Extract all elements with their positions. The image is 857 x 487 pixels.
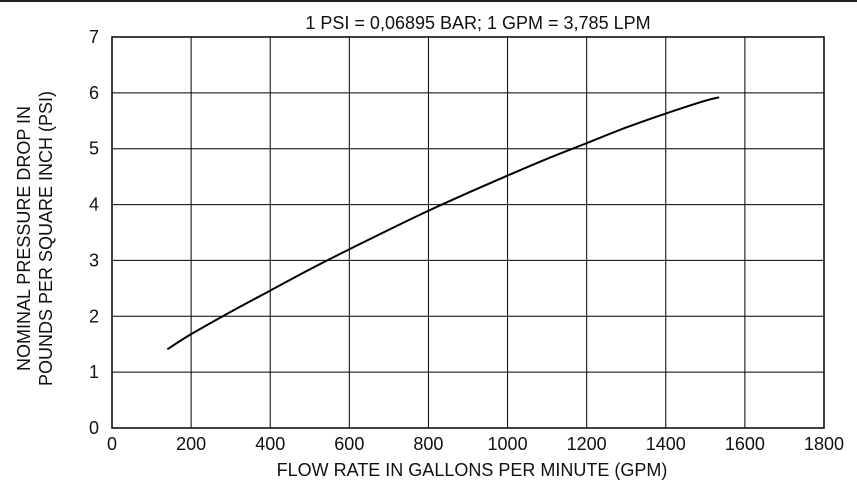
x-tick-label: 1000 — [488, 434, 528, 454]
y-tick-label: 4 — [89, 195, 99, 215]
y-tick-labels: 0 1 2 3 4 5 6 7 — [89, 27, 99, 438]
y-axis-title-line-2: POUNDS PER SQUARE INCH (PSI) — [36, 91, 56, 386]
x-tick-label: 0 — [107, 434, 117, 454]
grid-layer — [111, 36, 825, 429]
x-tick-label: 1200 — [567, 434, 607, 454]
x-tick-label: 200 — [176, 434, 206, 454]
y-tick-label: 7 — [89, 27, 99, 47]
x-tick-label: 800 — [413, 434, 443, 454]
y-tick-label: 6 — [89, 83, 99, 103]
chart-title: 1 PSI = 0,06895 BAR; 1 GPM = 3,785 LPM — [305, 13, 650, 33]
series-layer — [166, 96, 720, 351]
y-tick-label: 1 — [89, 362, 99, 382]
series-line-0 — [166, 96, 720, 351]
y-axis-title-line-1: NOMINAL PRESSURE DROP IN — [14, 106, 34, 371]
y-tick-label: 5 — [89, 139, 99, 159]
x-tick-label: 600 — [334, 434, 364, 454]
plot-border — [111, 36, 825, 429]
x-tick-label: 400 — [255, 434, 285, 454]
x-tick-labels: 0 200 400 600 800 1000 1200 1400 1600 1800 — [107, 434, 844, 454]
x-axis-title: FLOW RATE IN GALLONS PER MINUTE (GPM) — [277, 460, 668, 480]
y-tick-label: 2 — [89, 306, 99, 326]
y-tick-label: 3 — [89, 250, 99, 270]
x-tick-label: 1600 — [725, 434, 765, 454]
x-tick-label: 1800 — [804, 434, 844, 454]
y-tick-label: 0 — [89, 418, 99, 438]
top-rule — [0, 0, 857, 2]
x-tick-label: 1400 — [646, 434, 686, 454]
